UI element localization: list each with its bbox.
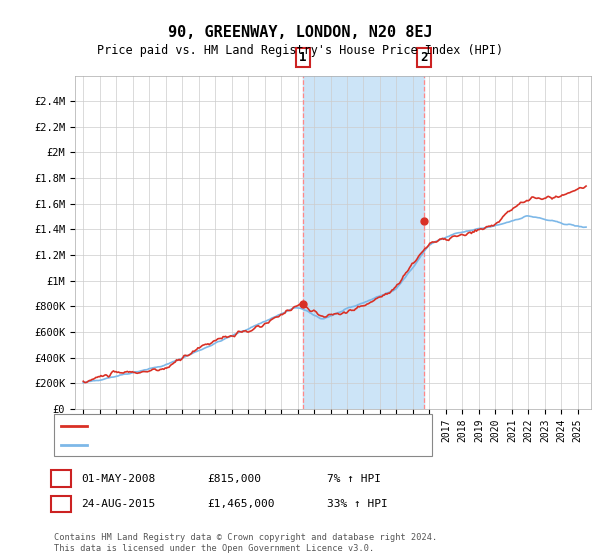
Text: Contains HM Land Registry data © Crown copyright and database right 2024.
This d: Contains HM Land Registry data © Crown c…: [54, 533, 437, 553]
Text: £815,000: £815,000: [207, 474, 261, 484]
Text: 24-AUG-2015: 24-AUG-2015: [81, 499, 155, 509]
Text: HPI: Average price, detached house, Barnet: HPI: Average price, detached house, Barn…: [92, 440, 354, 450]
Bar: [303, 76, 424, 409]
Text: £1,465,000: £1,465,000: [207, 499, 275, 509]
Text: 2: 2: [420, 51, 427, 64]
Text: 7% ↑ HPI: 7% ↑ HPI: [327, 474, 381, 484]
Text: Price paid vs. HM Land Registry's House Price Index (HPI): Price paid vs. HM Land Registry's House …: [97, 44, 503, 57]
Text: 2: 2: [57, 497, 65, 511]
Text: 1: 1: [299, 51, 307, 64]
Text: 33% ↑ HPI: 33% ↑ HPI: [327, 499, 388, 509]
Text: 01-MAY-2008: 01-MAY-2008: [81, 474, 155, 484]
Text: 90, GREENWAY, LONDON, N20 8EJ (detached house): 90, GREENWAY, LONDON, N20 8EJ (detached …: [92, 421, 379, 431]
Text: 1: 1: [57, 472, 65, 486]
Text: 90, GREENWAY, LONDON, N20 8EJ: 90, GREENWAY, LONDON, N20 8EJ: [167, 25, 433, 40]
